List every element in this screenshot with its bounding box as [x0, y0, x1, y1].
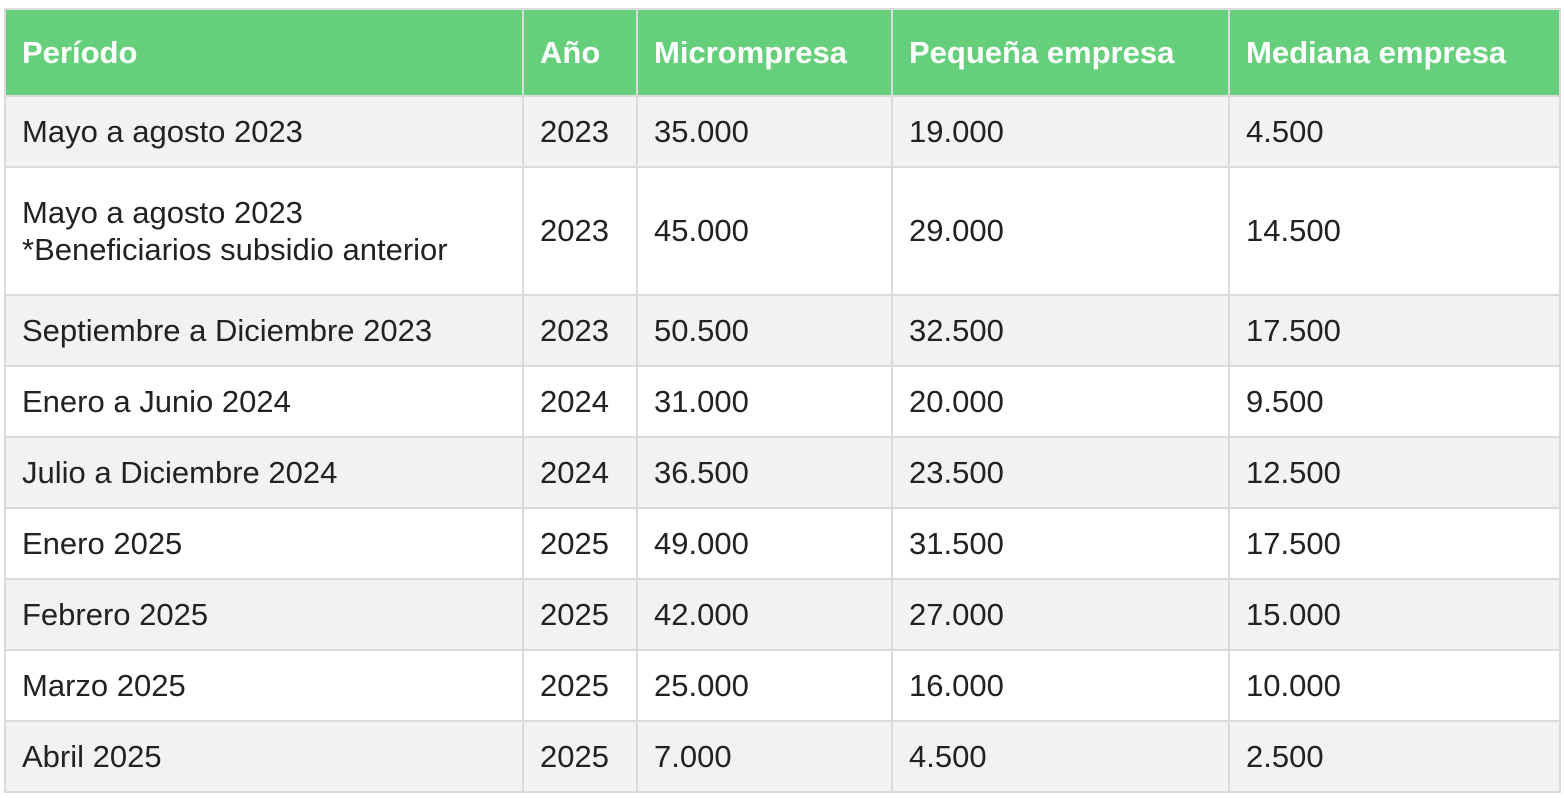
cell-anio: 2025	[522, 578, 638, 651]
table-header: Período Año Micrompresa Pequeña empresa …	[4, 8, 1561, 97]
cell-pequena: 16.000	[891, 649, 1230, 722]
cell-periodo: Enero a Junio 2024	[4, 365, 524, 438]
cell-periodo: Abril 2025	[4, 720, 524, 793]
cell-micro: 25.000	[636, 649, 893, 722]
header-anio: Año	[522, 8, 638, 97]
cell-mediana: 14.500	[1228, 166, 1561, 296]
cell-micro: 36.500	[636, 436, 893, 509]
cell-anio: 2025	[522, 720, 638, 793]
cell-pequena: 4.500	[891, 720, 1230, 793]
cell-mediana: 17.500	[1228, 294, 1561, 367]
header-row: Período Año Micrompresa Pequeña empresa …	[4, 8, 1561, 97]
table-row: Enero 2025 2025 49.000 31.500 17.500	[4, 507, 1561, 580]
header-micro: Micrompresa	[636, 8, 893, 97]
table-row: Mayo a agosto 2023 2023 35.000 19.000 4.…	[4, 95, 1561, 168]
cell-periodo: Mayo a agosto 2023	[4, 95, 524, 168]
cell-mediana: 4.500	[1228, 95, 1561, 168]
table-row: Enero a Junio 2024 2024 31.000 20.000 9.…	[4, 365, 1561, 438]
periodo-text: Mayo a agosto 2023	[22, 114, 303, 149]
cell-periodo: Febrero 2025	[4, 578, 524, 651]
periodo-text: Enero 2025	[22, 526, 183, 561]
cell-pequena: 23.500	[891, 436, 1230, 509]
table-body: Mayo a agosto 2023 2023 35.000 19.000 4.…	[4, 95, 1561, 793]
cell-micro: 42.000	[636, 578, 893, 651]
header-mediana: Mediana empresa	[1228, 8, 1561, 97]
periodo-text: Enero a Junio 2024	[22, 384, 291, 419]
cell-pequena: 29.000	[891, 166, 1230, 296]
cell-periodo: Enero 2025	[4, 507, 524, 580]
cell-mediana: 15.000	[1228, 578, 1561, 651]
cell-pequena: 32.500	[891, 294, 1230, 367]
cell-periodo: Julio a Diciembre 2024	[4, 436, 524, 509]
periodo-text: Septiembre a Diciembre 2023	[22, 313, 433, 348]
periodo-note: *Beneficiarios subsidio anterior	[22, 232, 448, 267]
cell-anio: 2025	[522, 507, 638, 580]
cell-micro: 50.500	[636, 294, 893, 367]
periodo-text: Abril 2025	[22, 739, 162, 774]
periodo-text: Julio a Diciembre 2024	[22, 455, 338, 490]
cell-mediana: 10.000	[1228, 649, 1561, 722]
cell-anio: 2024	[522, 365, 638, 438]
cell-pequena: 31.500	[891, 507, 1230, 580]
header-periodo: Período	[4, 8, 524, 97]
table-row: Julio a Diciembre 2024 2024 36.500 23.50…	[4, 436, 1561, 509]
cell-periodo: Septiembre a Diciembre 2023	[4, 294, 524, 367]
cell-pequena: 27.000	[891, 578, 1230, 651]
cell-periodo: Mayo a agosto 2023 *Beneficiarios subsid…	[4, 166, 524, 296]
header-pequena: Pequeña empresa	[891, 8, 1230, 97]
cell-anio: 2025	[522, 649, 638, 722]
table-row: Febrero 2025 2025 42.000 27.000 15.000	[4, 578, 1561, 651]
cell-micro: 49.000	[636, 507, 893, 580]
subsidy-table: Período Año Micrompresa Pequeña empresa …	[4, 8, 1561, 793]
cell-micro: 31.000	[636, 365, 893, 438]
periodo-text: Mayo a agosto 2023	[22, 195, 303, 230]
cell-micro: 45.000	[636, 166, 893, 296]
table-row: Mayo a agosto 2023 *Beneficiarios subsid…	[4, 166, 1561, 296]
cell-mediana: 2.500	[1228, 720, 1561, 793]
periodo-text: Marzo 2025	[22, 668, 186, 703]
table-row: Septiembre a Diciembre 2023 2023 50.500 …	[4, 294, 1561, 367]
table-row: Marzo 2025 2025 25.000 16.000 10.000	[4, 649, 1561, 722]
table-row: Abril 2025 2025 7.000 4.500 2.500	[4, 720, 1561, 793]
cell-anio: 2023	[522, 294, 638, 367]
cell-pequena: 20.000	[891, 365, 1230, 438]
cell-micro: 35.000	[636, 95, 893, 168]
cell-mediana: 9.500	[1228, 365, 1561, 438]
cell-pequena: 19.000	[891, 95, 1230, 168]
cell-anio: 2023	[522, 166, 638, 296]
cell-periodo: Marzo 2025	[4, 649, 524, 722]
periodo-text: Febrero 2025	[22, 597, 209, 632]
cell-anio: 2023	[522, 95, 638, 168]
cell-anio: 2024	[522, 436, 638, 509]
cell-mediana: 12.500	[1228, 436, 1561, 509]
cell-mediana: 17.500	[1228, 507, 1561, 580]
cell-micro: 7.000	[636, 720, 893, 793]
